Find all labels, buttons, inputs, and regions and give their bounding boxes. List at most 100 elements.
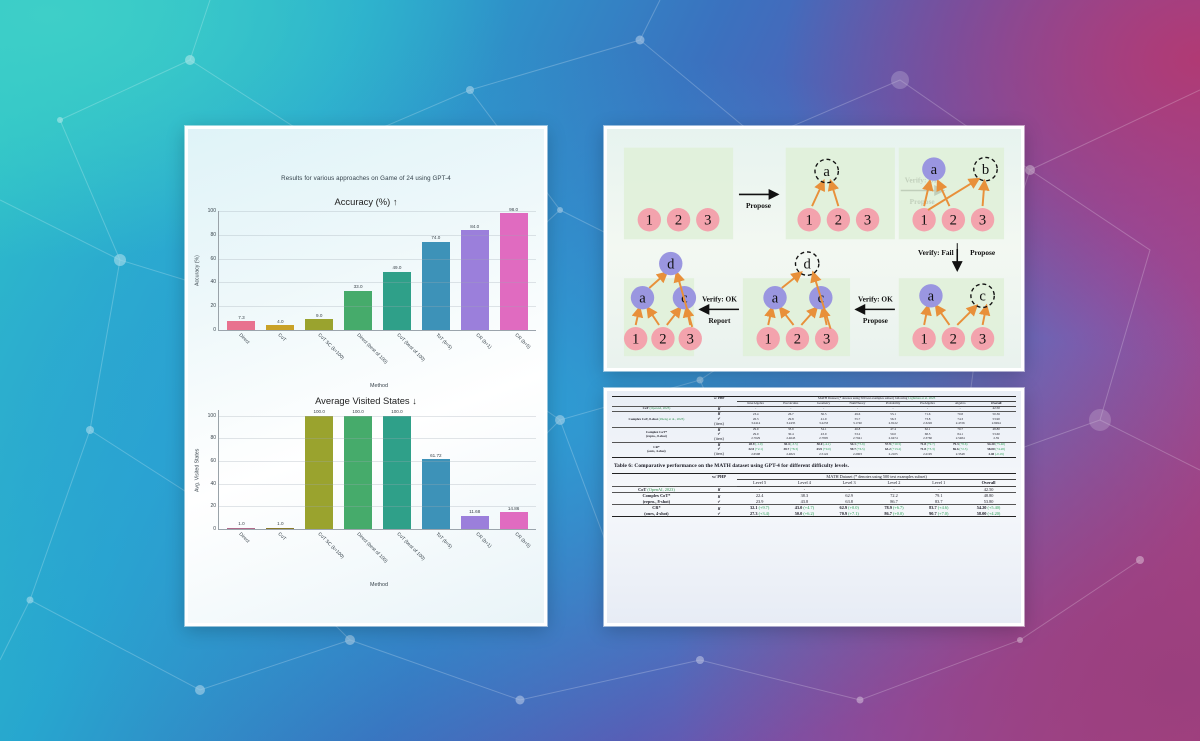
svg-text:2: 2 <box>950 213 957 229</box>
gridline <box>219 234 536 236</box>
table-cell: 43.0 (+4.7) <box>782 504 827 511</box>
bar-column: 14.86 <box>494 410 533 529</box>
bottom-table-container: w/ PHP MATH Dataset (* denotes using 500 … <box>612 472 1016 518</box>
x-tick-label: ToT (b=5) <box>434 532 453 551</box>
table-cell: 32.1 (+9.7) <box>737 504 783 511</box>
table-cell: 53.2 <box>854 431 861 436</box>
visited-states-chart-title: Average Visited States ↓ <box>315 395 417 406</box>
table-cell: 54.1 (+5.9) <box>839 441 876 448</box>
x-tick: ToT (b=5) <box>419 530 459 582</box>
svg-text:a: a <box>639 291 646 307</box>
bar-value-label: 4.0 <box>277 318 284 324</box>
table-cell: 62.9 <box>826 492 872 499</box>
table-cell: 43.9 <box>820 431 827 436</box>
y-tick-label: 20 <box>210 503 216 510</box>
bar <box>305 415 334 529</box>
bar-value-label: 49.0 <box>392 265 402 271</box>
table-cell: 3.2414 <box>751 421 761 426</box>
bar <box>499 213 528 330</box>
bar-column: 33.0 <box>339 211 378 330</box>
column-header: NumTheory <box>839 401 876 407</box>
gridline <box>219 306 536 308</box>
gridline <box>219 506 536 508</box>
math-difficulty-table: w/ PHP MATH Dataset (* denotes using 500 … <box>612 472 1016 518</box>
bar <box>227 321 256 330</box>
bar-value-label: 9.0 <box>315 312 323 318</box>
table-header-span-row: w/ PHP MATH Dataset (* denotes using 500 … <box>612 396 1016 402</box>
table-row: (iters) 2.6598 2.4821 2.5122 2.2903 2.2105 2.2… <box>612 451 1016 457</box>
table-cell: 30.4 (-3.5) <box>774 441 808 448</box>
table6-caption: Table 6: Comparative performance on the … <box>614 462 849 469</box>
svg-text:1: 1 <box>805 213 812 229</box>
table-cell: 53.80 <box>983 498 994 504</box>
proposed-node-b-dashed <box>973 156 998 182</box>
svg-text:1: 1 <box>920 332 927 348</box>
bar-column: 61.72 <box>416 410 455 529</box>
table-cell: 22.4 <box>737 492 783 499</box>
x-tick: CR (b=5) <box>498 530 538 582</box>
php-header: w/ PHP <box>700 472 738 480</box>
table-header-span-row: w/ PHP MATH Dataset (* denotes using 500 … <box>612 472 1016 481</box>
svg-text:2: 2 <box>950 332 957 348</box>
table-cell: 72.2 <box>871 492 917 499</box>
table-cell: 56.3 <box>890 416 896 421</box>
table-cell: 3.2435 <box>786 421 796 426</box>
table-cell: 78.9 (+6.7) <box>871 504 917 511</box>
svg-text:1: 1 <box>646 213 653 229</box>
table-cell: 43.8 <box>800 498 809 504</box>
table-row: ✔ 29.9 30.4 43.9 53.2 50.0 68.5 84.1 53.60 <box>612 432 1016 437</box>
table-row: CoT (OpenAI, 2023) ✘ - - - - -42.50 <box>612 485 1016 493</box>
bar-column: 98.0 <box>494 207 533 330</box>
table-cell: 41.9 <box>820 416 827 421</box>
table-cell: 57.9 (+10.5) <box>875 441 912 448</box>
premise-node-group-4: 1 2 3 <box>623 326 702 351</box>
table-cell: 2.7805 <box>819 436 829 441</box>
derived-node-a-3 <box>763 286 787 310</box>
derived-node-a <box>922 157 946 181</box>
y-tick-label: 80 <box>210 435 216 442</box>
table-cell: 58.00 (+4.20) <box>987 446 1006 451</box>
x-tick: CR (b=1) <box>458 530 498 582</box>
gridline <box>219 258 536 260</box>
visited-y-ticks: 0 20 40 60 80 100 <box>203 410 218 532</box>
accuracy-chart: Results for various approaches on Game o… <box>192 175 540 389</box>
table-row: CoT (OpenAI, 2023) ✘ - - - - - - -42.50 <box>612 405 1016 412</box>
php-mark: ✘ <box>700 504 738 511</box>
premise-node-group-6: 1 2 3 <box>912 326 995 351</box>
bar-value-label: 1.0 <box>277 521 284 527</box>
table-bottom-rule <box>612 456 1016 458</box>
svg-text:3: 3 <box>979 213 986 229</box>
table-cell: 29.8 <box>787 416 794 421</box>
bar-value-label: 98.0 <box>509 206 519 212</box>
table-row: ✔ 27.3 (+3.4) 50.0 (+6.2) 70.9 (+7.1) 86.7 (… <box>612 511 1016 517</box>
php-mark: ✘ <box>700 492 738 499</box>
bar-value-label: 14.86 <box>507 505 520 511</box>
column-header: Precalculus <box>774 401 808 407</box>
y-tick-label: 40 <box>210 480 216 487</box>
table-cell: 63.8 <box>845 498 853 504</box>
bar-column: 100.0 <box>300 409 339 529</box>
table-cell: 59.7 (+6.5) <box>850 446 865 451</box>
x-tick-label: CR (b=5) <box>513 333 532 351</box>
table-row: Complex CoT* (repro., 8-shot) ✘ 22.4 38.3 62.… <box>612 492 1016 505</box>
table-cell: 53.90 <box>992 416 1000 421</box>
x-tick: ToT (b=5) <box>419 331 459 383</box>
gridline <box>219 211 536 212</box>
table-cell: 29.9 <box>752 431 759 436</box>
math-subject-table: w/ PHP MATH Dataset (* denotes using 500 … <box>612 396 1016 458</box>
y-tick-label: 60 <box>210 255 216 262</box>
php-mark: ✔ <box>717 431 721 437</box>
svg-text:2: 2 <box>659 332 666 348</box>
table-cell: 70.8 <box>944 411 977 418</box>
table-cell: 23.4 <box>737 411 775 418</box>
row-label: Complex CoT, 8-shot (Zheng et al., 2023) <box>612 411 701 428</box>
x-tick-label: CR (b=1) <box>474 532 492 550</box>
table-cell: 86.7 (+0.0) <box>884 510 904 516</box>
edge-label-verify-ok-2: Verify: OK <box>858 295 893 304</box>
column-header: InterAlgebra <box>737 401 775 407</box>
accuracy-x-tick-labels: Direct CoT CoT SC (k=100) Direct (best of 1… <box>218 331 540 383</box>
x-tick: Direct (best of 100) <box>340 331 388 383</box>
svg-text:2: 2 <box>835 213 842 229</box>
table-cell: 86.6 (+2.5) <box>952 446 968 451</box>
bar-value-label: 1.0 <box>238 521 245 527</box>
